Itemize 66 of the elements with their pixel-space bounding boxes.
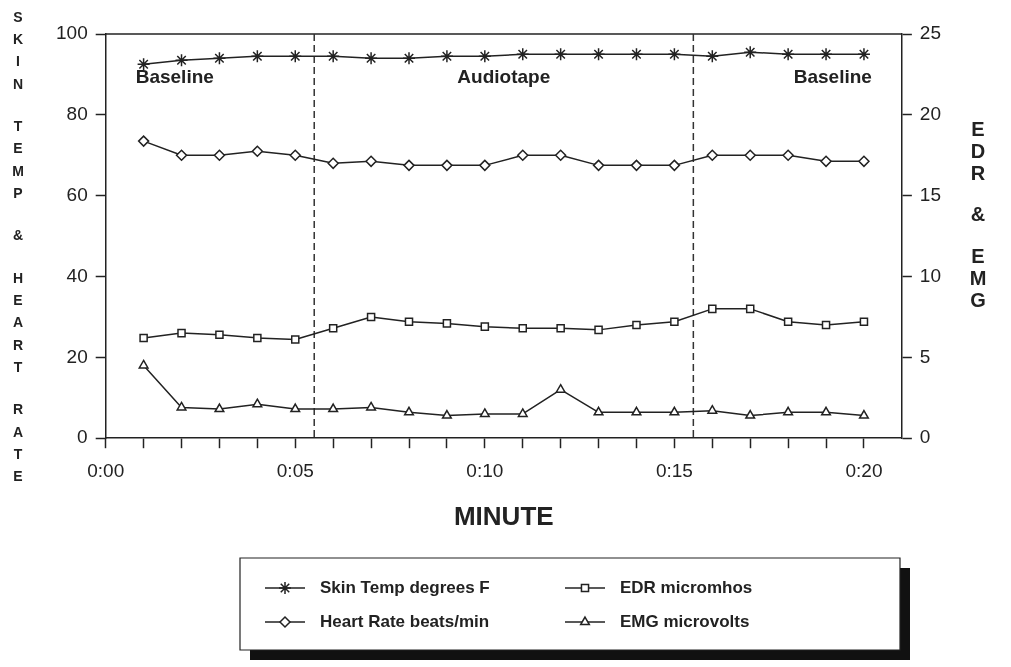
point xyxy=(516,149,529,162)
y2-tick-label: 15 xyxy=(919,183,942,205)
point xyxy=(554,149,567,162)
point xyxy=(515,47,530,61)
point xyxy=(478,49,492,63)
point xyxy=(553,47,568,61)
point xyxy=(858,155,870,168)
point xyxy=(441,159,453,172)
legend-label: EDR micromhos xyxy=(620,577,753,597)
y2-tick-label: 25 xyxy=(919,22,942,44)
point xyxy=(479,159,491,172)
point xyxy=(629,47,644,61)
point xyxy=(782,149,794,162)
point xyxy=(592,159,605,172)
point xyxy=(365,155,377,168)
point xyxy=(857,47,871,61)
point xyxy=(326,49,340,63)
y2-tick-label: 5 xyxy=(919,345,931,367)
point xyxy=(174,53,189,68)
point xyxy=(781,47,795,61)
legend-label: Skin Temp degrees F xyxy=(320,577,490,597)
x-tick-label: 0:20 xyxy=(845,459,883,481)
point xyxy=(402,51,416,65)
point xyxy=(744,149,756,162)
y-tick-label: 0 xyxy=(77,426,88,448)
point xyxy=(175,149,188,162)
y-tick-label: 100 xyxy=(56,22,88,44)
point xyxy=(668,159,681,172)
y-tick-label: 60 xyxy=(66,183,88,205)
point xyxy=(706,149,719,162)
x-axis-title: MINUTE xyxy=(453,501,554,532)
point xyxy=(289,149,302,162)
annotation: Audiotape xyxy=(457,66,551,88)
point xyxy=(403,159,415,172)
y-tick-label: 20 xyxy=(66,345,88,367)
legend-label: EMG microvolts xyxy=(620,611,750,631)
x-tick-label: 0:10 xyxy=(466,459,504,481)
point xyxy=(591,47,606,61)
point xyxy=(251,145,264,157)
point xyxy=(327,157,339,170)
x-tick-label: 0:05 xyxy=(276,459,314,481)
point xyxy=(705,49,720,63)
point xyxy=(630,159,643,172)
text: SKIN TEMP & HEART RATE xyxy=(12,8,24,485)
point xyxy=(667,47,682,61)
point xyxy=(288,49,303,63)
y-tick-label: 40 xyxy=(66,264,88,286)
point xyxy=(250,49,265,63)
y-tick-label: 80 xyxy=(66,103,88,125)
annotation: Baseline xyxy=(135,66,214,88)
legend-label: Heart Rate beats/min xyxy=(320,611,490,631)
point xyxy=(819,47,833,61)
x-tick-label: 0:00 xyxy=(87,459,125,481)
y2-tick-label: 10 xyxy=(919,264,942,286)
point xyxy=(212,51,227,65)
point xyxy=(743,45,757,59)
x-tick-label: 0:15 xyxy=(655,459,693,481)
point xyxy=(364,51,378,65)
y2-axis-title: EDR & EMG xyxy=(969,117,987,312)
annotation: Baseline xyxy=(793,66,872,88)
point xyxy=(213,149,226,162)
point xyxy=(137,135,150,147)
y2-tick-label: 0 xyxy=(919,426,931,448)
point xyxy=(820,155,832,168)
y2-tick-label: 20 xyxy=(919,103,942,125)
point xyxy=(440,49,454,63)
